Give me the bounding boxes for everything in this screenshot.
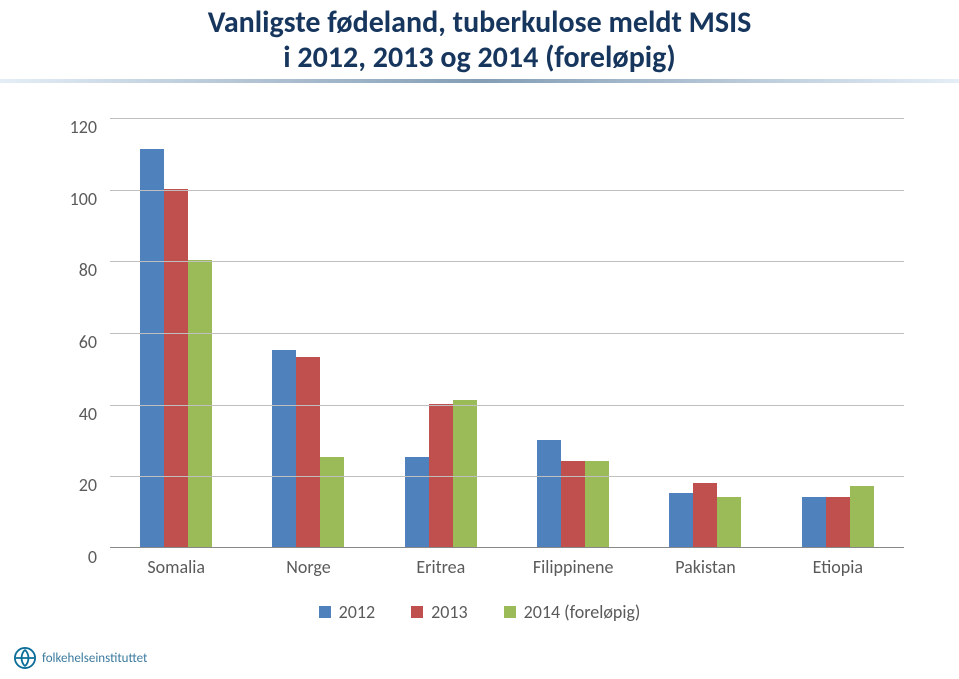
bar: [272, 350, 296, 547]
bar: [693, 483, 717, 548]
gridline: [110, 476, 904, 477]
gridline: [110, 118, 904, 119]
x-tick-label: Etiopia: [772, 556, 904, 578]
title-divider: [0, 79, 959, 83]
y-tick-label: 20: [79, 474, 97, 496]
x-tick-label: Norge: [242, 556, 374, 578]
bar: [537, 440, 561, 548]
bar: [405, 457, 429, 547]
fhi-logo-icon: [14, 647, 36, 669]
legend-swatch: [319, 606, 331, 618]
bar: [802, 497, 826, 547]
chart-title-line1: Vanligste fødeland, tuberkulose meldt MS…: [0, 6, 959, 41]
y-tick-label: 80: [79, 259, 97, 281]
legend-label: 2014 (foreløpig): [524, 601, 641, 623]
bar: [826, 497, 850, 547]
gridline: [110, 190, 904, 191]
y-tick-label: 0: [88, 546, 97, 568]
y-tick-label: 120: [70, 116, 97, 138]
y-tick-label: 100: [70, 188, 97, 210]
bar: [164, 189, 188, 547]
gridline: [110, 261, 904, 262]
y-tick-label: 60: [79, 331, 97, 353]
x-tick-label: Somalia: [110, 556, 242, 578]
bar: [717, 497, 741, 547]
bar: [850, 486, 874, 547]
bar: [453, 400, 477, 547]
bar: [296, 357, 320, 547]
legend-label: 2012: [339, 601, 376, 623]
gridline: [110, 333, 904, 334]
y-axis: 020406080100120: [55, 118, 105, 548]
legend-item: 2012: [319, 601, 376, 623]
legend: 2012 2013 2014 (foreløpig): [0, 601, 959, 623]
legend-swatch: [504, 606, 516, 618]
legend-swatch: [411, 606, 423, 618]
chart-title: Vanligste fødeland, tuberkulose meldt MS…: [0, 0, 959, 75]
bar: [669, 493, 693, 547]
legend-label: 2013: [431, 601, 468, 623]
legend-item: 2013: [411, 601, 468, 623]
x-tick-label: Pakistan: [639, 556, 771, 578]
plot-area: [110, 118, 904, 548]
x-axis-labels: SomaliaNorgeEritreaFilippinenePakistanEt…: [110, 556, 904, 578]
y-tick-label: 40: [79, 403, 97, 425]
bar: [429, 404, 453, 547]
bar-chart: 020406080100120 SomaliaNorgeEritreaFilip…: [55, 118, 904, 548]
bar: [320, 457, 344, 547]
x-tick-label: Filippinene: [507, 556, 639, 578]
x-tick-label: Eritrea: [375, 556, 507, 578]
footer-logo: folkehelseinstituttet: [14, 647, 147, 669]
footer-org-name: folkehelseinstituttet: [42, 651, 147, 666]
chart-title-line2: i 2012, 2013 og 2014 (foreløpig): [0, 41, 959, 76]
bar: [585, 461, 609, 547]
bar: [561, 461, 585, 547]
bar: [140, 149, 164, 547]
legend-item: 2014 (foreløpig): [504, 601, 641, 623]
gridline: [110, 405, 904, 406]
